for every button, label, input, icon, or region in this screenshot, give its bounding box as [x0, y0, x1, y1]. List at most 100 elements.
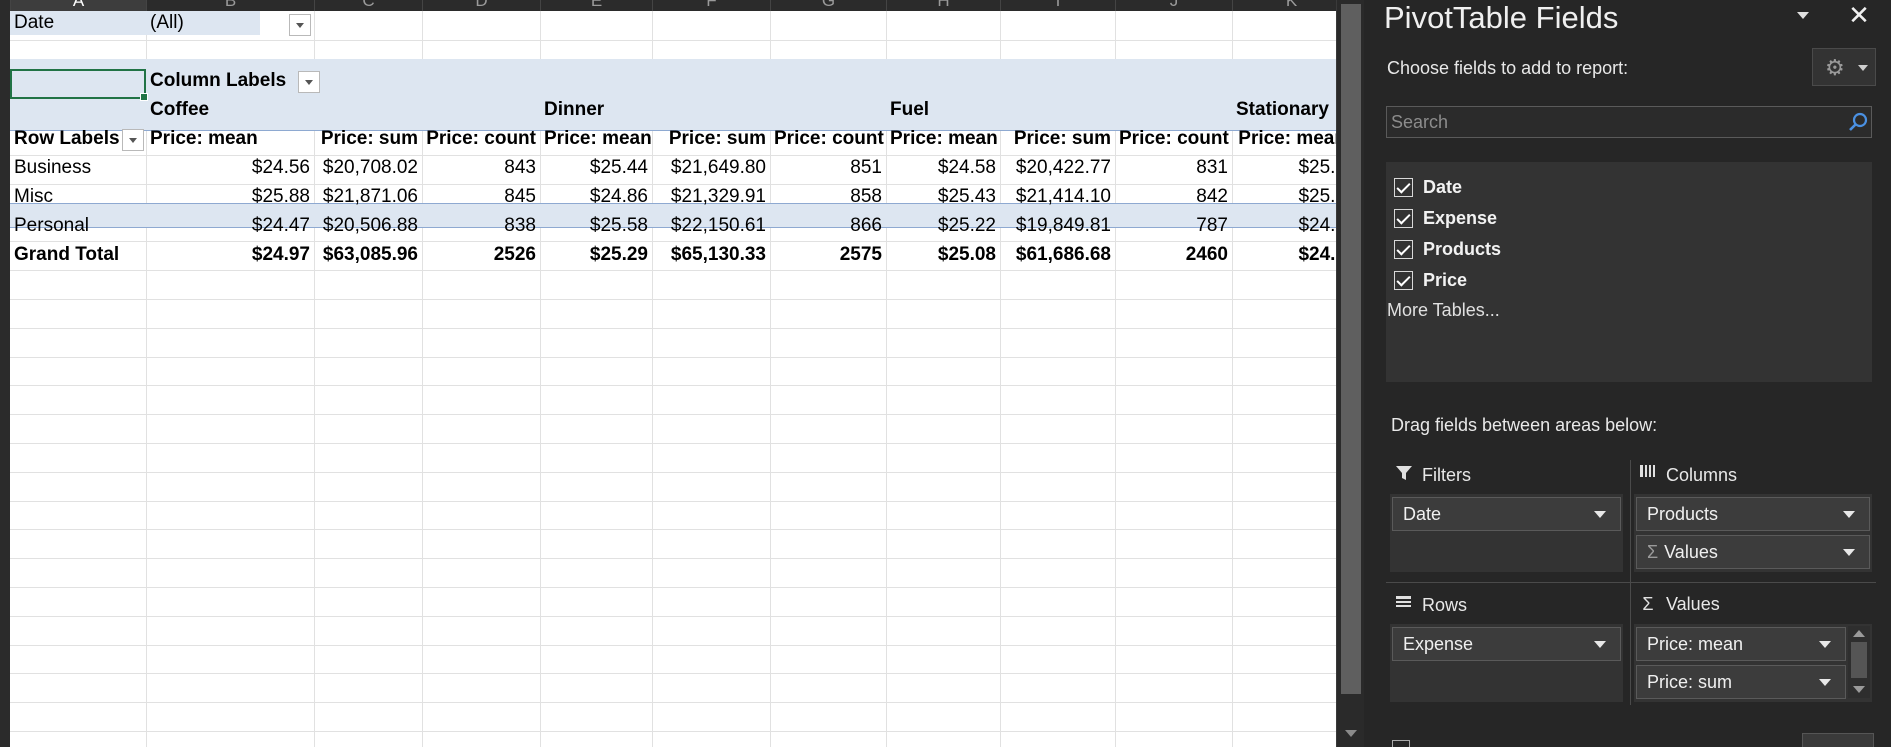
- column-header[interactable]: A: [10, 0, 146, 11]
- measure-header[interactable]: Price: count: [1119, 128, 1229, 149]
- close-icon[interactable]: ✕: [1848, 0, 1870, 30]
- pivot-value-cell[interactable]: $19,849.81: [1015, 215, 1111, 236]
- grand-total-value[interactable]: $65,130.33: [670, 244, 766, 265]
- pivot-value-cell[interactable]: 838: [504, 215, 536, 236]
- pivot-value-cell[interactable]: $20,506.88: [322, 215, 418, 236]
- measure-header[interactable]: Price: mean: [544, 128, 652, 149]
- pivot-value-cell[interactable]: $21,329.91: [670, 186, 766, 207]
- pivot-value-cell[interactable]: 843: [504, 157, 536, 178]
- pivot-value-cell[interactable]: $21,871.06: [322, 186, 418, 207]
- pivot-value-cell[interactable]: $25.88: [251, 186, 310, 207]
- grand-total-label[interactable]: Grand Total: [14, 244, 120, 265]
- column-header[interactable]: G: [770, 0, 886, 11]
- field-item-expense[interactable]: Expense: [1394, 205, 1497, 231]
- filter-label-cell[interactable]: Date: [14, 12, 55, 33]
- scrollbar-thumb[interactable]: [1341, 4, 1361, 694]
- values-list-scrollbar[interactable]: [1848, 626, 1870, 698]
- chevron-down-icon[interactable]: [1819, 679, 1831, 686]
- grand-total-value[interactable]: $24.9: [1298, 244, 1336, 265]
- search-icon[interactable]: [1847, 111, 1869, 133]
- product-header[interactable]: Dinner: [544, 99, 605, 120]
- pivot-value-cell[interactable]: $24.58: [937, 157, 996, 178]
- filter-value-cell[interactable]: (All): [150, 12, 184, 33]
- grand-total-value[interactable]: $63,085.96: [322, 244, 418, 265]
- rows-chip-expense[interactable]: Expense: [1392, 627, 1621, 661]
- product-header[interactable]: Fuel: [890, 99, 930, 120]
- grand-total-value[interactable]: 2460: [1185, 244, 1228, 265]
- measure-header[interactable]: Price: sum: [320, 128, 418, 149]
- measure-header[interactable]: Price: sum: [1013, 128, 1111, 149]
- measure-header[interactable]: Price: sum: [668, 128, 766, 149]
- field-item-products[interactable]: Products: [1394, 236, 1501, 262]
- filter-dropdown-button[interactable]: [289, 14, 311, 36]
- chevron-down-icon[interactable]: [1819, 641, 1831, 648]
- row-labels-dropdown-button[interactable]: [122, 129, 144, 151]
- update-button[interactable]: [1802, 733, 1874, 747]
- column-header[interactable]: C: [314, 0, 422, 11]
- pivot-value-cell[interactable]: $21,414.10: [1015, 186, 1111, 207]
- pivot-value-cell[interactable]: 787: [1196, 215, 1228, 236]
- measure-header[interactable]: Price: count: [774, 128, 884, 149]
- column-labels-dropdown-button[interactable]: [298, 71, 320, 93]
- scrollbar-thumb[interactable]: [1851, 642, 1867, 678]
- scroll-up-arrow-icon[interactable]: [1853, 630, 1865, 637]
- row-label[interactable]: Business: [14, 157, 92, 178]
- checkbox-checked-icon[interactable]: [1394, 208, 1413, 228]
- column-header[interactable]: J: [1115, 0, 1232, 11]
- checkbox-checked-icon[interactable]: [1394, 177, 1413, 197]
- pivot-value-cell[interactable]: 845: [504, 186, 536, 207]
- defer-layout-checkbox[interactable]: [1392, 740, 1410, 747]
- field-search-box[interactable]: [1386, 106, 1872, 138]
- grand-total-value[interactable]: $24.97: [251, 244, 310, 265]
- row-label[interactable]: Misc: [14, 186, 54, 207]
- pane-menu-chevron-icon[interactable]: [1794, 10, 1814, 22]
- chevron-down-icon[interactable]: [1843, 511, 1855, 518]
- scroll-down-arrow-icon[interactable]: [1345, 730, 1357, 737]
- pivot-value-cell[interactable]: $25.3: [1298, 186, 1336, 207]
- measure-header[interactable]: Price: mean: [1238, 128, 1336, 149]
- grand-total-value[interactable]: 2526: [493, 244, 536, 265]
- grand-total-value[interactable]: $25.29: [589, 244, 648, 265]
- filters-chip-date[interactable]: Date: [1392, 497, 1621, 531]
- column-header[interactable]: F: [652, 0, 770, 11]
- more-tables-link[interactable]: More Tables...: [1387, 300, 1500, 320]
- tools-gear-button[interactable]: ⚙: [1812, 48, 1876, 86]
- product-header[interactable]: Coffee: [150, 99, 210, 120]
- pivot-value-cell[interactable]: 858: [850, 186, 882, 207]
- pivot-value-cell[interactable]: $21,649.80: [670, 157, 766, 178]
- pivot-value-cell[interactable]: $24.47: [251, 215, 310, 236]
- grand-total-value[interactable]: $25.08: [937, 244, 996, 265]
- search-input[interactable]: [1387, 107, 1837, 137]
- column-header[interactable]: E: [540, 0, 652, 11]
- columns-chip-values[interactable]: Σ Values: [1636, 535, 1870, 569]
- measure-header[interactable]: Price: count: [426, 128, 536, 149]
- pivot-value-cell[interactable]: 851: [850, 157, 882, 178]
- grand-total-value[interactable]: $61,686.68: [1015, 244, 1111, 265]
- pivot-value-cell[interactable]: 866: [850, 215, 882, 236]
- product-header[interactable]: Stationary: [1236, 99, 1329, 120]
- chevron-down-icon[interactable]: [1594, 511, 1606, 518]
- grand-total-value[interactable]: 2575: [839, 244, 882, 265]
- columns-chip-products[interactable]: Products: [1636, 497, 1870, 531]
- pivot-value-cell[interactable]: $25.2: [1298, 157, 1336, 178]
- pivot-value-cell[interactable]: $25.44: [589, 157, 648, 178]
- checkbox-checked-icon[interactable]: [1394, 239, 1413, 259]
- checkbox-checked-icon[interactable]: [1394, 270, 1413, 290]
- pivot-value-cell[interactable]: $25.22: [937, 215, 996, 236]
- pivot-value-cell[interactable]: $24.56: [251, 157, 310, 178]
- pivot-value-cell[interactable]: $24.86: [589, 186, 648, 207]
- column-labels-header[interactable]: Column Labels: [150, 70, 287, 91]
- row-label[interactable]: Personal: [14, 215, 89, 236]
- column-header[interactable]: H: [886, 0, 1000, 11]
- row-labels-header[interactable]: Row Labels: [14, 128, 120, 149]
- measure-header[interactable]: Price: mean: [890, 128, 998, 149]
- measure-header[interactable]: Price: mean: [150, 128, 258, 149]
- pivot-value-cell[interactable]: $25.43: [937, 186, 996, 207]
- chevron-down-icon[interactable]: [1594, 641, 1606, 648]
- column-header[interactable]: I: [1000, 0, 1115, 11]
- values-chip-price-mean[interactable]: Price: mean: [1636, 627, 1846, 661]
- field-item-date[interactable]: Date: [1394, 174, 1462, 200]
- column-header[interactable]: K: [1232, 0, 1336, 11]
- chevron-down-icon[interactable]: [1843, 549, 1855, 556]
